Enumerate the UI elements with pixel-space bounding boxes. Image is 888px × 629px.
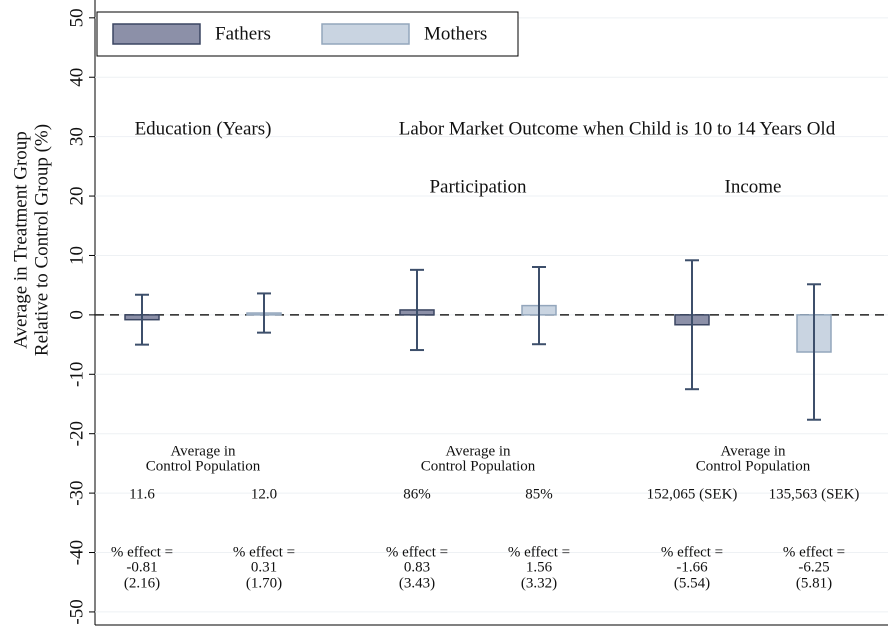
effect-label: % effect = [783,544,845,560]
effect-label: % effect = [508,544,570,560]
control-label: Control Population [146,458,261,474]
error-bar [685,259,699,391]
control-label: Average in [170,443,236,459]
y-tick-label: 10 [66,246,87,265]
effect-label: % effect = [111,544,173,560]
error-bar [257,292,271,334]
y-tick-label: 30 [66,127,87,146]
control-label: Control Population [421,458,536,474]
y-tick-label: 20 [66,187,87,206]
y-tick-label: -50 [66,599,87,624]
effect-value: -6.25 [798,559,829,575]
y-axis-label: Average in Treatment Group [10,131,31,349]
control-average: 11.6 [129,486,155,502]
category-label: Education (Years) [135,118,272,139]
effect-value: -1.66 [676,559,708,575]
legend-swatch [321,23,410,45]
y-tick-label: 0 [66,310,87,320]
control-average: 135,563 (SEK) [769,486,860,502]
effect-value: 0.83 [404,559,430,575]
category-label: Participation [429,176,527,197]
control-label: Average in [445,443,511,459]
legend-swatch [112,23,201,45]
y-tick-label: 50 [66,8,87,27]
effect-label: % effect = [661,544,723,560]
y-tick-label: -40 [66,540,87,565]
control-average: 86% [403,486,431,502]
effect-se: (3.32) [521,575,557,591]
effect-se: (1.70) [246,575,282,591]
legend-label: Mothers [424,23,487,44]
control-average: 85% [525,486,553,502]
effect-se: (5.54) [674,575,710,591]
y-tick-label: -20 [66,421,87,446]
control-label: Average in [720,443,786,459]
control-average: 152,065 (SEK) [647,486,738,502]
legend-label: Fathers [215,23,271,44]
y-tick-label: -30 [66,480,87,505]
error-bar [532,265,546,346]
effect-label: % effect = [386,544,448,560]
effect-se: (3.43) [399,575,435,591]
error-bar [410,268,424,352]
effect-label: % effect = [233,544,295,560]
error-bar [807,283,821,421]
control-label: Control Population [696,458,811,474]
effect-se: (5.81) [796,575,832,591]
group-supertitle: Labor Market Outcome when Child is 10 to… [399,118,836,139]
effect-se: (2.16) [124,575,160,591]
y-tick-label: 40 [66,68,87,87]
error-bar [135,293,149,346]
effect-value: 0.31 [251,559,277,575]
y-axis-label: Relative to Control Group (%) [31,124,52,356]
effect-value: 1.56 [526,559,553,575]
category-label: Income [725,176,782,197]
effect-value: -0.81 [126,559,157,575]
control-average: 12.0 [251,486,277,502]
y-tick-label: -10 [66,362,87,387]
